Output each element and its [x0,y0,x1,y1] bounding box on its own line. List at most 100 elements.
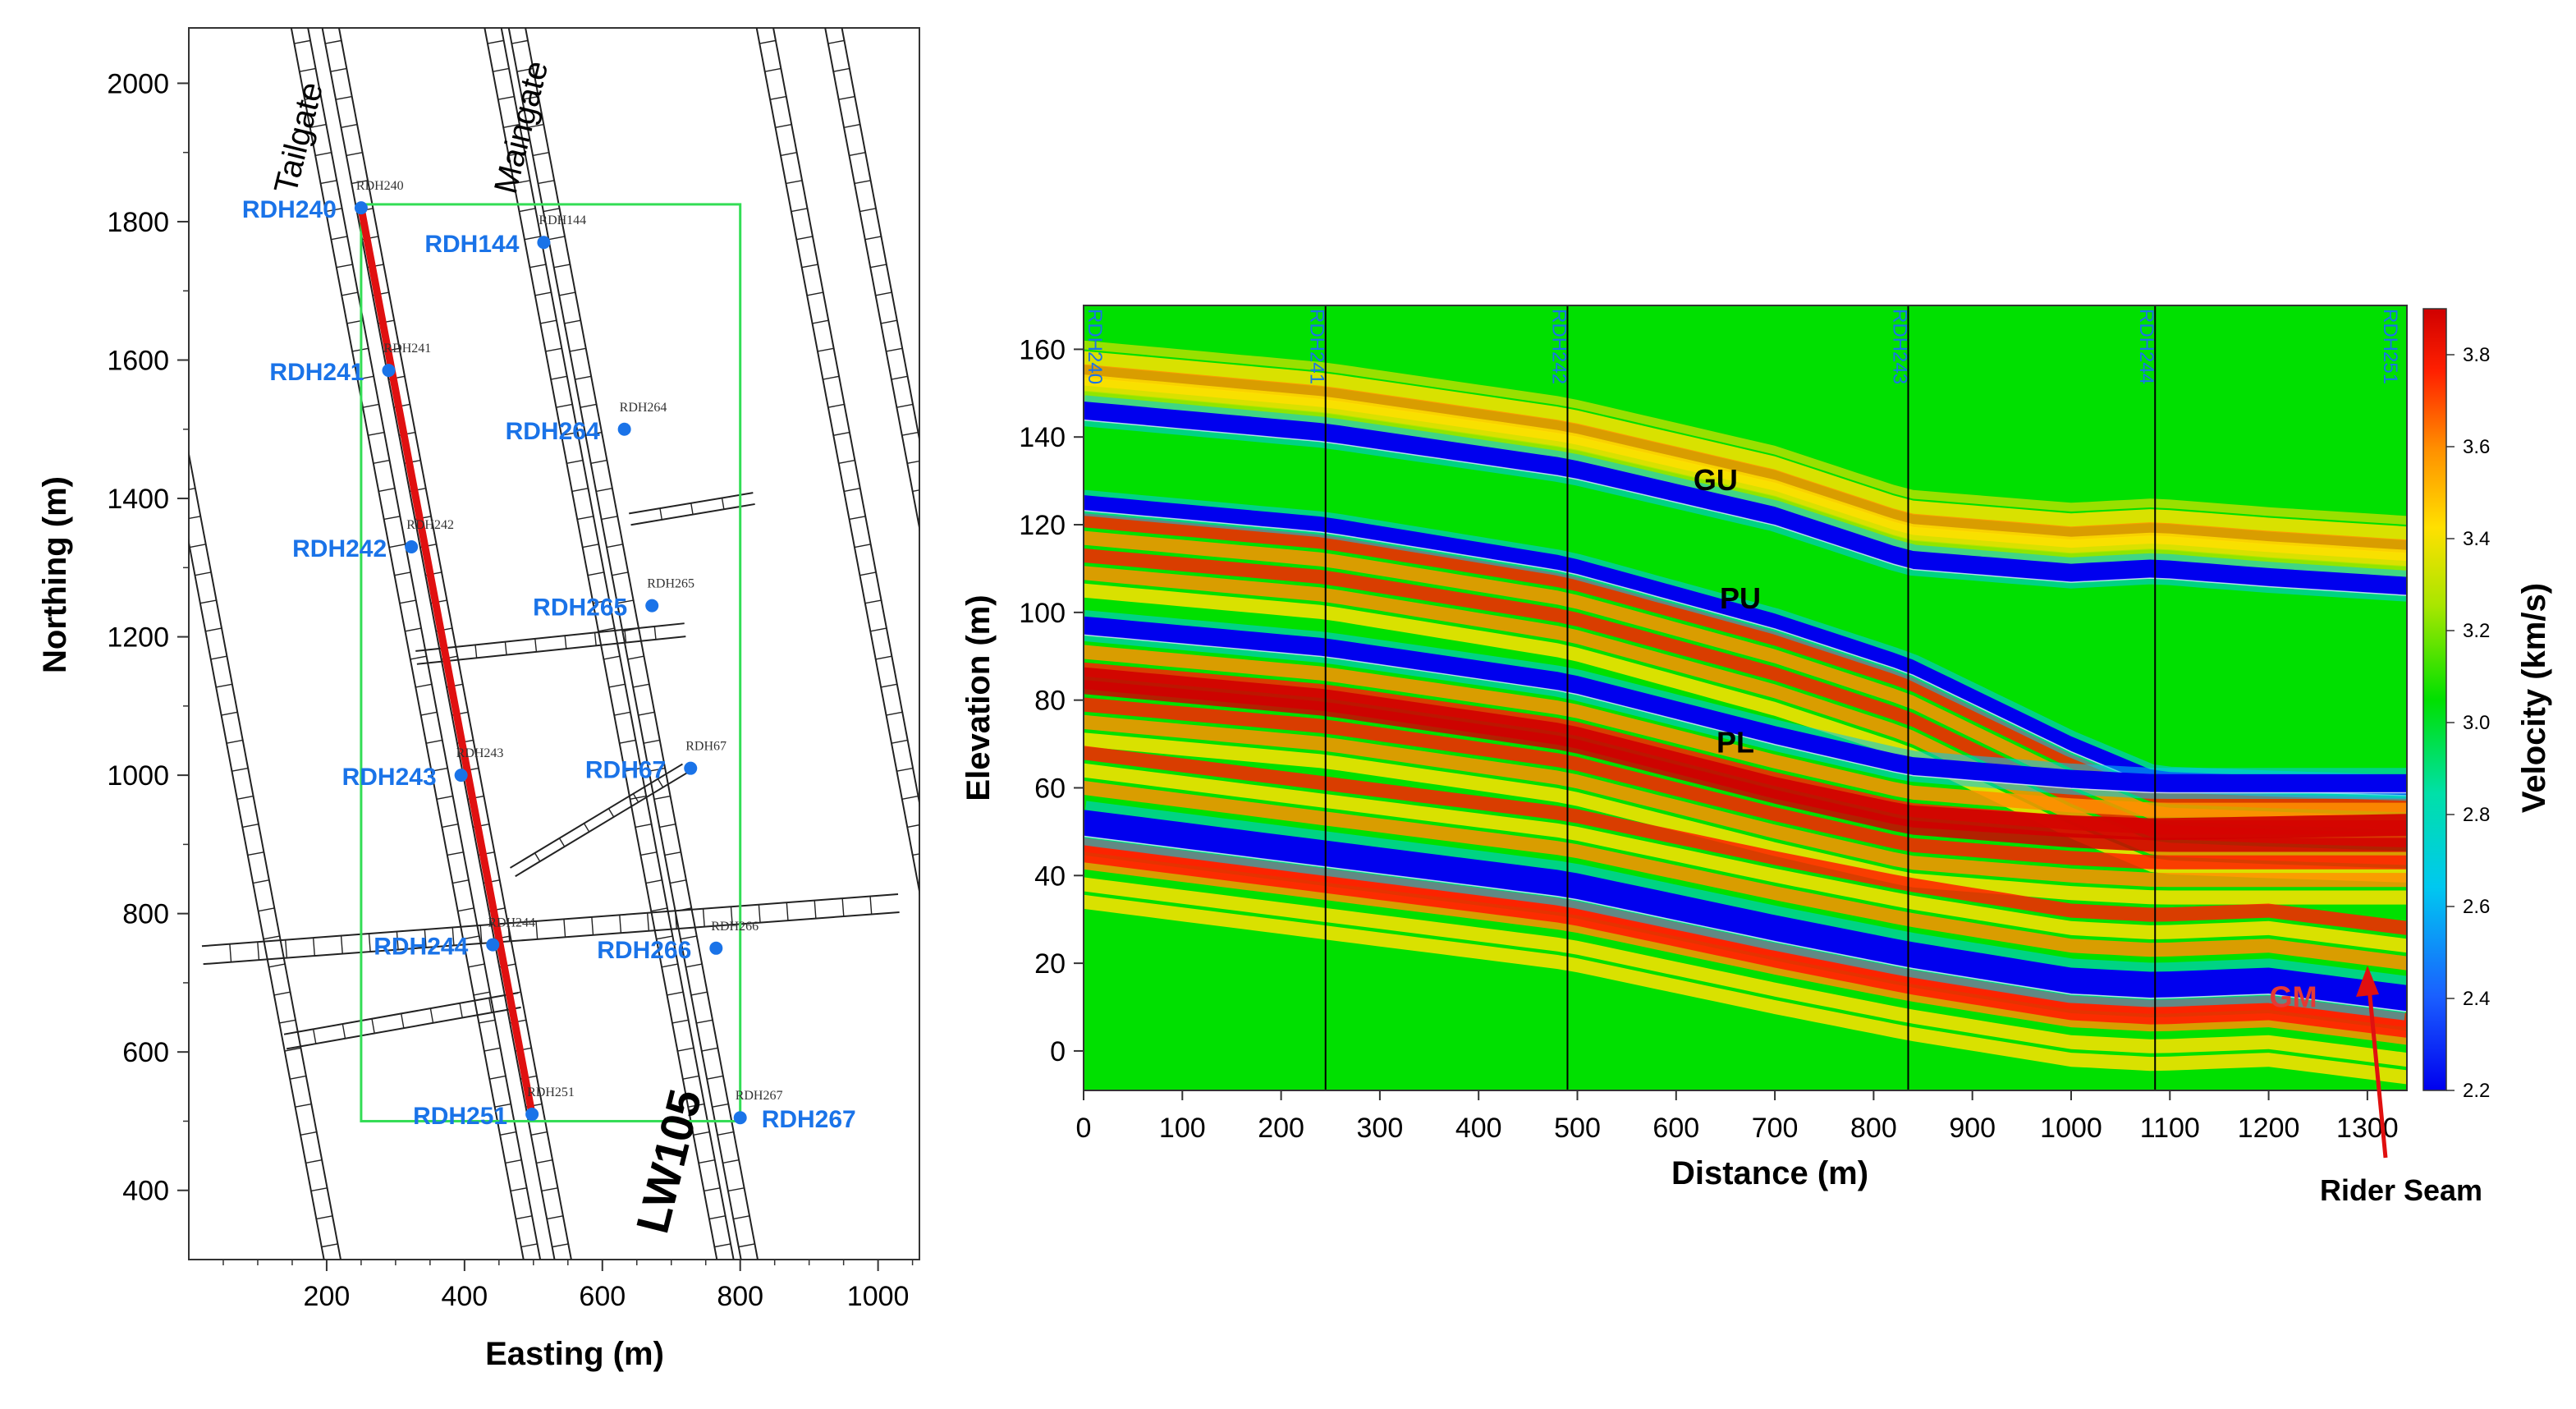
borehole-rdh144: RDH144 RDH144 [424,213,586,258]
roadway-network [189,28,919,1260]
colorbar-ticks: 2.2 2.4 2.6 2.8 3.0 3.2 3.4 3.6 3.8 [2446,344,2490,1102]
velocity-layer-strong [1084,844,2407,1038]
section-borehole-rdh242: RDH242 [1547,305,1570,1090]
horizon-label-gm: GM [2270,980,2317,1013]
colorbar-tick-label: 2.8 [2463,804,2490,826]
borehole-label: RDH251 [413,1103,507,1130]
map-axis-ticks: 200 400 600 800 1000 400 600 800 1000 1200 1400 160… [107,68,914,1312]
section-y-tick-label: 20 [1034,948,1066,980]
borehole-small-label: RDH241 [383,342,431,356]
velocity-layer [1084,351,2407,541]
section-borehole-group: RDH240 RDH241 RDH242 RDH243 RDH244 RDH251 [1084,305,2401,1090]
borehole-label: RDH144 [424,231,519,258]
borehole-label: RDH267 [762,1106,856,1133]
borehole-marker [733,1111,747,1125]
velocity-layer [1084,697,2407,870]
borehole-small-label: RDH244 [488,916,535,930]
maingate-road-east [507,28,759,1260]
section-y-tick-label: 140 [1019,422,1066,453]
borehole-small-label: RDH251 [527,1085,575,1099]
velocity-layer [1084,746,2407,935]
panel-outline-group [360,203,742,1122]
velocity-layer [1084,894,2407,1085]
section-x-tick-label: 200 [1258,1113,1304,1144]
section-x-tick-label: 300 [1357,1113,1404,1144]
map-y-tick-label: 1000 [107,760,169,792]
horizon-gu [1084,395,2407,602]
section-x-tick-label: 100 [1159,1113,1206,1144]
eastern-road-a [755,28,919,896]
map-x-tick-label: 1000 [847,1281,910,1312]
horizon-seam [1084,810,2407,1012]
velocity-layer [1084,877,2407,1067]
survey-line [357,204,536,1118]
borehole-rdh241: RDH241 RDH241 [269,342,431,386]
horizon-labels-group: GU PU PL GM [1694,463,2317,1013]
section-x-tick-label: 500 [1554,1113,1601,1144]
section-x-tick-label: 800 [1850,1113,1897,1144]
velocity-layer [1084,374,2407,562]
section-x-tick-label: 1100 [2140,1113,2200,1144]
borehole-small-label: RDH243 [456,746,504,760]
borehole-marker [405,540,419,554]
horizon-label-pl: PL [1717,726,1754,760]
borehole-small-label: RDH265 [647,577,694,591]
colorbar-tick-label: 3.0 [2463,712,2490,734]
borehole-marker [454,769,468,783]
crosscut-south [201,893,900,966]
map-plot-frame [188,27,920,1260]
section-borehole-label: RDH240 [1084,309,1106,384]
borehole-marker [617,422,631,436]
horizon-group [1084,395,2407,1021]
velocity-layer [1084,763,2407,953]
borehole-rdh242: RDH242 RDH242 [292,518,454,562]
section-y-tick-label: 100 [1019,598,1066,629]
section-borehole-label: RDH251 [2379,309,2401,384]
eastern-road-b [824,28,919,533]
borehole-small-label: RDH144 [539,213,586,227]
survey-line-group [357,204,536,1118]
colorbar-tick-label: 2.4 [2463,988,2490,1010]
horizon-edge [1084,835,2407,1012]
horizon-edge [1084,419,2407,596]
section-x-tick-label: 900 [1949,1113,1996,1144]
map-y-tick-label: 600 [122,1037,169,1068]
borehole-rdh244: RDH244 RDH244 [374,916,535,961]
borehole-small-label: RDH240 [356,179,404,193]
borehole-label: RDH67 [585,757,666,784]
section-frame [1083,305,2408,1091]
horizon-edge [1084,634,2407,794]
borehole-marker [537,236,551,250]
velocity-layer [1084,645,2407,817]
borehole-marker [684,761,698,775]
velocity-layer [1084,340,2407,525]
section-y-axis-label: Elevation (m) [960,594,997,801]
borehole-label: RDH264 [506,418,600,445]
section-y-tick-label: 40 [1034,861,1066,892]
borehole-rdh264: RDH264 RDH264 [506,401,667,445]
velocity-layer-strong [1084,667,2407,841]
section-x-tick-label: 1200 [2238,1113,2300,1144]
map-y-tick-label: 1800 [107,207,169,238]
borehole-rdh243: RDH243 RDH243 [342,746,504,791]
borehole-label: RDH244 [374,934,468,961]
map-y-tick-label: 1600 [107,345,169,376]
crosscut-central [415,622,686,665]
borehole-rdh265: RDH265 RDH265 [533,577,694,622]
section-y-tick-label: 0 [1050,1036,1066,1067]
section-borehole-rdh240: RDH240 [1084,309,1106,384]
map-y-axis-label: Northing (m) [37,476,73,673]
borehole-label: RDH242 [292,535,387,562]
section-borehole-label: RDH241 [1306,309,1328,384]
section-y-tick-label: 80 [1034,686,1066,717]
section-x-tick-label: 600 [1652,1113,1699,1144]
borehole-rdh251: RDH251 RDH251 [413,1085,575,1130]
borehole-rdh240: RDH240 RDH240 [242,179,404,223]
section-x-tick-label: 1000 [2040,1113,2102,1144]
section-borehole-rdh241: RDH241 [1306,305,1328,1090]
section-borehole-label: RDH243 [1888,309,1910,384]
section-x-tick-label: 400 [1455,1113,1502,1144]
tailgate-road-west [290,28,542,1260]
borehole-small-label: RDH267 [736,1089,783,1103]
